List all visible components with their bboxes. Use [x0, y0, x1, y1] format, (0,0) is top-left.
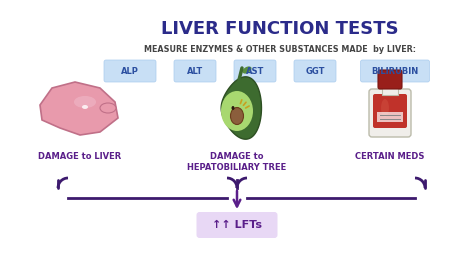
- Text: CERTAIN MEDS: CERTAIN MEDS: [356, 152, 425, 161]
- Ellipse shape: [242, 66, 252, 74]
- Text: DAMAGE to
HEPATOBILIARY TREE: DAMAGE to HEPATOBILIARY TREE: [187, 152, 287, 172]
- Polygon shape: [221, 77, 262, 139]
- Ellipse shape: [230, 107, 244, 124]
- FancyBboxPatch shape: [369, 89, 411, 137]
- FancyBboxPatch shape: [197, 212, 277, 238]
- FancyBboxPatch shape: [373, 94, 407, 128]
- Text: ↑↑ LFTs: ↑↑ LFTs: [212, 220, 262, 230]
- Ellipse shape: [100, 103, 116, 113]
- FancyBboxPatch shape: [294, 60, 336, 82]
- Ellipse shape: [82, 105, 88, 109]
- Text: BILIRUBIN: BILIRUBIN: [371, 66, 419, 76]
- Bar: [377, 112, 403, 122]
- Ellipse shape: [74, 96, 96, 108]
- FancyBboxPatch shape: [234, 60, 276, 82]
- Text: GGT: GGT: [305, 66, 325, 76]
- FancyBboxPatch shape: [378, 70, 402, 89]
- Ellipse shape: [231, 106, 235, 110]
- Text: AST: AST: [246, 66, 264, 76]
- Ellipse shape: [221, 91, 253, 131]
- Ellipse shape: [381, 99, 389, 117]
- Bar: [382, 85, 398, 95]
- Text: MEASURE ENZYMES & OTHER SUBSTANCES MADE  by LIVER:: MEASURE ENZYMES & OTHER SUBSTANCES MADE …: [144, 45, 416, 54]
- FancyBboxPatch shape: [174, 60, 216, 82]
- Text: DAMAGE to LIVER: DAMAGE to LIVER: [38, 152, 122, 161]
- Text: LIVER FUNCTION TESTS: LIVER FUNCTION TESTS: [161, 20, 399, 38]
- Polygon shape: [40, 82, 118, 135]
- Text: ALP: ALP: [121, 66, 139, 76]
- FancyBboxPatch shape: [361, 60, 429, 82]
- Text: ALT: ALT: [187, 66, 203, 76]
- FancyBboxPatch shape: [104, 60, 156, 82]
